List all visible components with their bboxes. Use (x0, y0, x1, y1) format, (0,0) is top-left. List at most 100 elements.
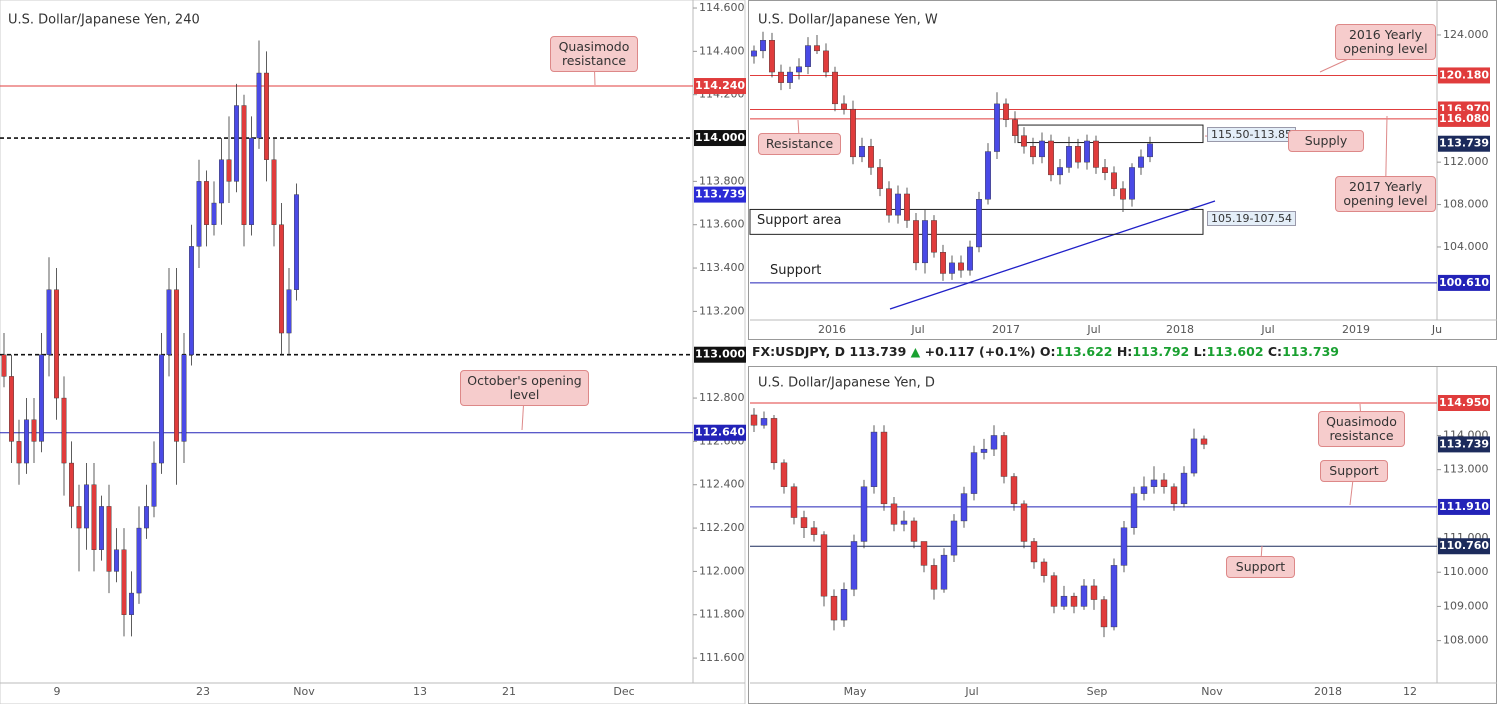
annotation: 2016 Yearly opening level (1335, 24, 1436, 60)
last-price: 113.739 (849, 344, 907, 359)
price-tag (1438, 538, 1490, 555)
candle-body (1170, 486, 1178, 505)
y-tick-label: 113.800 (699, 174, 745, 187)
candle-body (769, 40, 775, 73)
field-label: H: (1116, 344, 1133, 359)
candle-body (840, 589, 848, 621)
candle-body (859, 146, 865, 158)
candle-body (922, 220, 928, 264)
candle-body (904, 193, 910, 221)
candle-body (219, 159, 224, 204)
price-tag-label: 114.000 (695, 131, 745, 144)
candle-body (880, 431, 888, 505)
candle-body (976, 199, 982, 248)
x-tick-label: 13 (413, 685, 427, 698)
candle-body (226, 159, 232, 182)
candle-body (1190, 438, 1198, 474)
candle-body (1111, 172, 1117, 189)
y-tick-label: 108.000 (1443, 634, 1489, 647)
x-tick-label: 23 (196, 685, 210, 698)
candle-body (958, 262, 964, 271)
candle-body (99, 506, 104, 550)
candle-body (1130, 493, 1138, 528)
candle-body (805, 45, 811, 67)
chart-title: U.S. Dollar/Japanese Yen, 240 (8, 13, 200, 28)
candle-body (870, 431, 878, 487)
x-tick-label: 9 (54, 685, 61, 698)
price-tag (1438, 110, 1490, 127)
price-tag (1438, 274, 1490, 291)
x-tick-label: Jul (910, 323, 924, 336)
last-price-label: 113.739 (695, 188, 745, 201)
y-tick-label: 113.400 (699, 261, 745, 274)
y-tick-label: 104.000 (1443, 240, 1489, 253)
candle-body (249, 137, 254, 225)
candle-body (1080, 585, 1088, 607)
candle-body (1120, 527, 1128, 566)
y-tick-label: 108.000 (1443, 198, 1489, 211)
annotation: Support area (757, 213, 842, 228)
price-tag-label: 112.640 (695, 426, 745, 439)
candle-body (241, 105, 247, 225)
zone-label: 105.19-107.54 (1207, 211, 1296, 227)
candle-body (61, 397, 67, 464)
last-price-label: 113.739 (1439, 137, 1489, 150)
candle-body (985, 151, 991, 200)
quote-bar: FX:USDJPY, D 113.739 ▲ +0.117 (+0.1%) O:… (752, 344, 1339, 359)
annotation: October's opening level (460, 370, 589, 406)
annotation: Support (1226, 556, 1295, 578)
last-price-label: 113.739 (1439, 437, 1489, 450)
x-tick-label: 2016 (818, 323, 846, 336)
x-tick-label: 2017 (992, 323, 1020, 336)
chart-title: U.S. Dollar/Japanese Yen, D (758, 376, 935, 391)
candle-body (121, 549, 127, 615)
candle-body (820, 534, 828, 597)
candle-body (129, 592, 134, 615)
candle-body (810, 527, 818, 535)
candle-body (913, 220, 919, 264)
candle-body (1102, 167, 1108, 173)
candle-body (1003, 103, 1009, 120)
candle-body (1040, 561, 1048, 576)
candle-body (1030, 541, 1038, 563)
candle-body (950, 520, 958, 556)
candle-body (1000, 435, 1008, 477)
candle-body (1147, 143, 1153, 158)
candle-body (1138, 156, 1144, 168)
candle-body (751, 50, 757, 57)
y-tick-label: 113.200 (699, 304, 745, 317)
candle-body (1050, 575, 1058, 607)
x-tick-label: 2019 (1342, 323, 1370, 336)
candle-body (264, 72, 269, 160)
candle-body (1, 354, 7, 377)
zone-label: 115.50-113.85 (1207, 127, 1296, 143)
candle-body (940, 252, 946, 274)
candle-body (1129, 167, 1135, 200)
annotation: Quasimodo resistance (1318, 411, 1405, 447)
price-tag (694, 130, 746, 147)
candle-body (1093, 140, 1099, 168)
candle-body (1200, 438, 1208, 445)
candle-body (181, 354, 187, 442)
candle-body (69, 462, 74, 507)
candle-body (271, 159, 277, 225)
annotation: 2017 Yearly opening level (1335, 176, 1436, 212)
x-tick-label: Ju (1431, 323, 1442, 336)
field-label: L: (1193, 344, 1207, 359)
y-tick-label: 114.400 (699, 44, 745, 57)
candle-body (790, 486, 798, 518)
candle-body (760, 418, 768, 426)
candle-body (1060, 595, 1068, 607)
price-tag-label: 120.180 (1439, 68, 1489, 81)
annotation: Supply (1288, 130, 1364, 152)
candle-body (1039, 140, 1045, 158)
x-tick-label: May (844, 685, 867, 698)
candle-body (949, 262, 955, 274)
candle-body (9, 376, 14, 442)
candle-body (877, 167, 883, 189)
candle-body (760, 40, 766, 52)
field-label: C: (1267, 344, 1283, 359)
y-tick-label: 111.800 (699, 608, 745, 621)
candle-body (1084, 140, 1090, 163)
candle-body (294, 194, 299, 290)
